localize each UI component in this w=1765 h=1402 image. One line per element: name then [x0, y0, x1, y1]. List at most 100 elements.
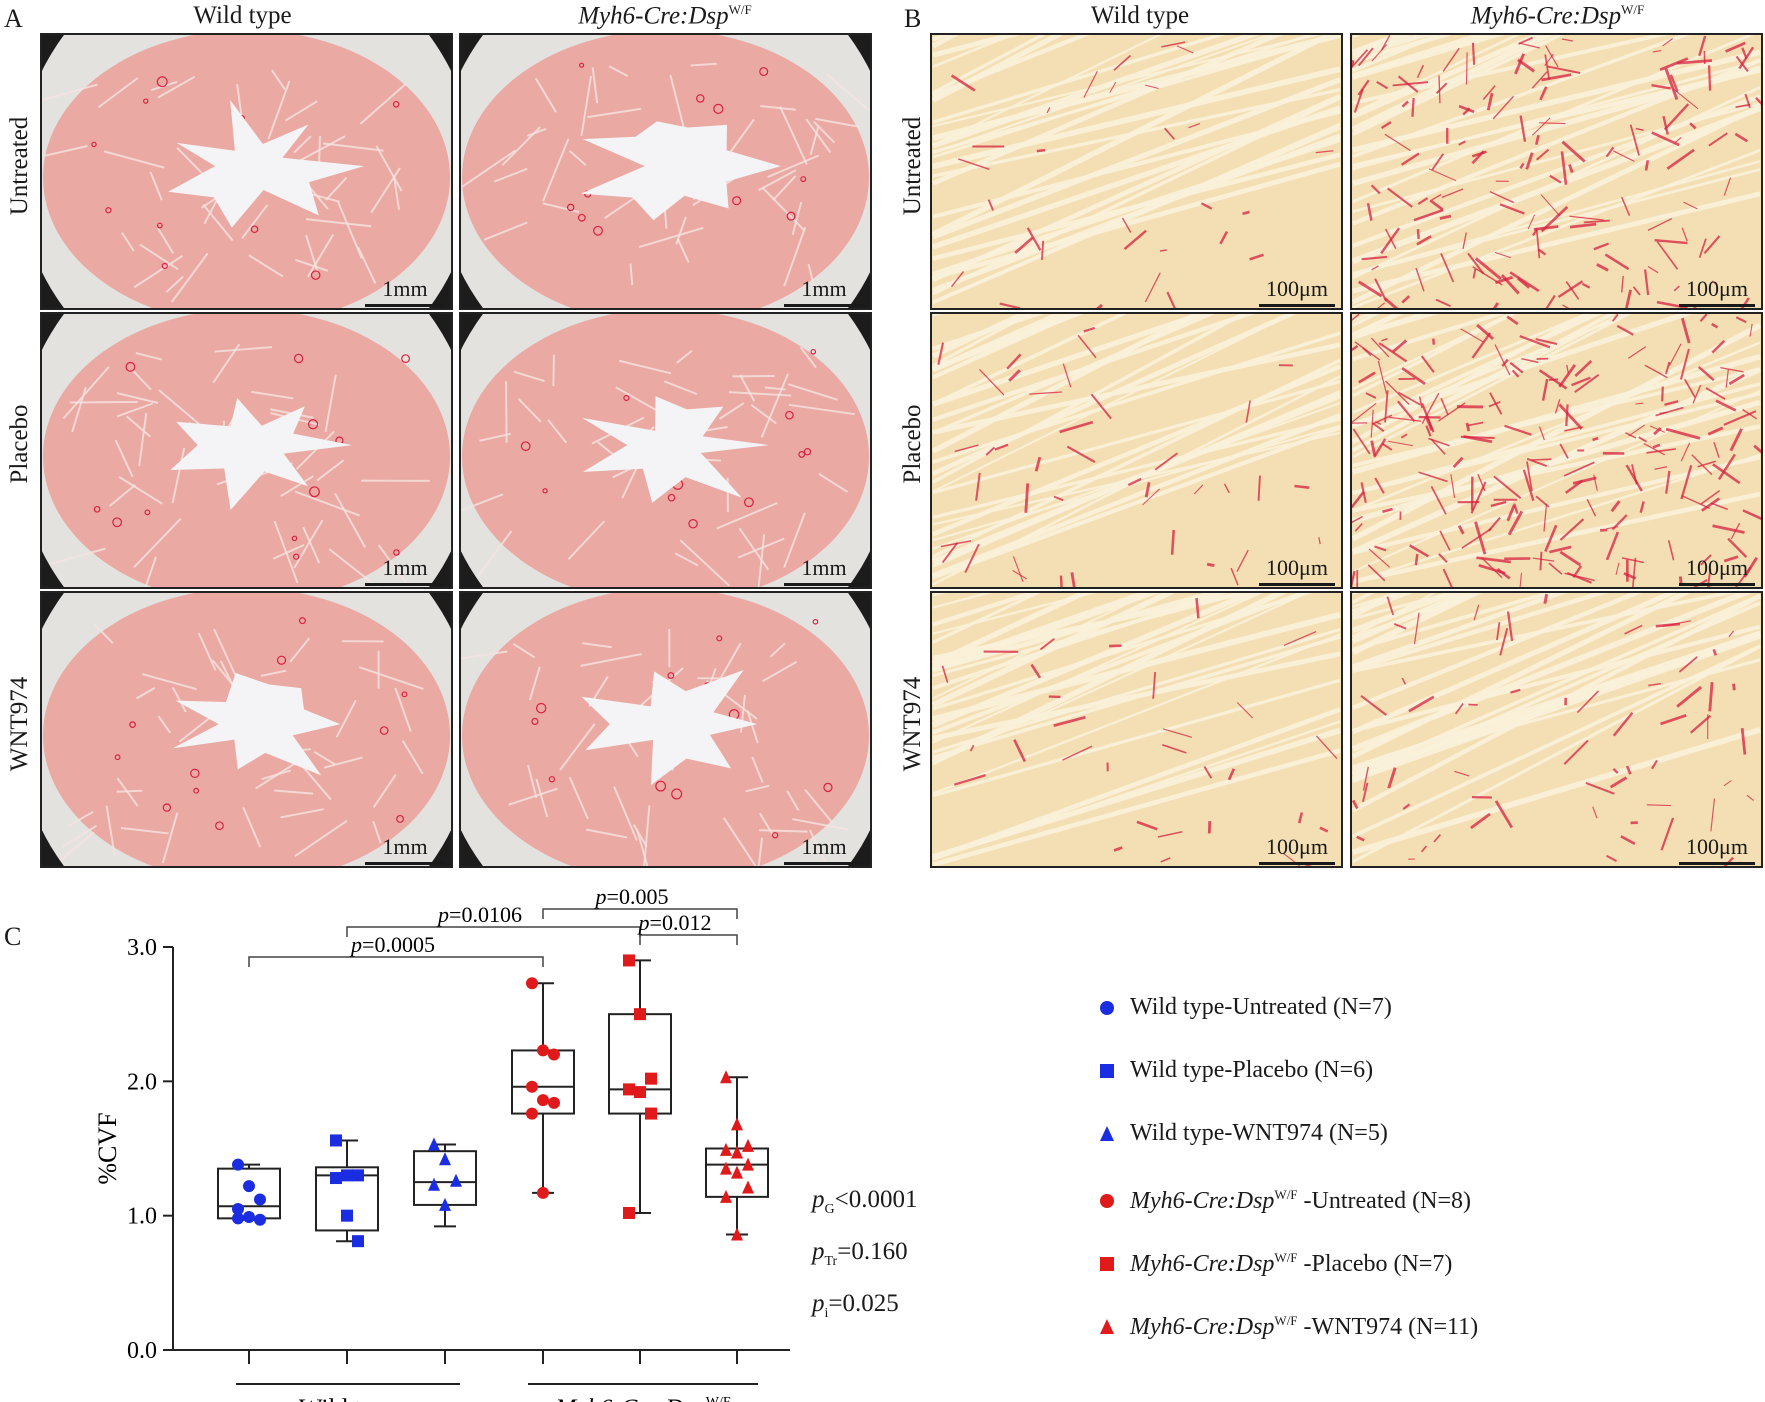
group-label: Myh6-Cre:DspW/F [554, 1395, 731, 1402]
data-point [548, 1048, 560, 1061]
micrograph-b-wt-wnt974 [930, 591, 1343, 868]
legend-label: Myh6-Cre:DspW/F -WNT974 (N=11) [1130, 1313, 1479, 1340]
legend-label: Wild type-Placebo (N=6) [1130, 1057, 1374, 1083]
panel-b-row-untreated: Untreated [899, 116, 926, 216]
panel-a-col-mutant: Myh6-Cre:DspW/F [578, 2, 752, 30]
micrograph-b-mut-untreated [1350, 33, 1763, 310]
legend-marker [1100, 1194, 1114, 1208]
data-point [623, 1083, 635, 1096]
data-point [720, 1189, 732, 1203]
data-point [742, 1138, 754, 1152]
y-tick-label: 1.0 [127, 1204, 157, 1230]
scale-bar-1mm: 1mm [784, 276, 864, 307]
data-point [243, 1180, 255, 1193]
scale-bar-1mm: 1mm [365, 834, 445, 865]
panel-b-col-wildtype: Wild type [1090, 2, 1190, 29]
legend-marker [1100, 1000, 1114, 1015]
micrograph-a-mut-placebo [459, 312, 872, 589]
panel-b-letter: B [904, 4, 922, 33]
scale-bar-100um: 100μm [1259, 276, 1335, 307]
data-point [341, 1169, 353, 1182]
scale-bar-100um: 100μm [1679, 834, 1755, 865]
legend-entry: Wild type-Placebo (N=6) [1096, 1057, 1373, 1084]
box-3 [511, 982, 575, 1194]
micrograph-a-wt-untreated [40, 33, 453, 310]
data-point [645, 1072, 657, 1085]
stat-p-interaction: pi=0.025 [812, 1290, 899, 1321]
legend-label: Wild type-WNT974 (N=5) [1130, 1120, 1388, 1146]
data-point [439, 1197, 451, 1211]
significance-bracket: p=0.0106 [346, 902, 641, 937]
y-tick-label: 2.0 [127, 1069, 157, 1095]
panel-b-row-placebo: Placebo [899, 404, 926, 484]
micrograph-a-mut-untreated [459, 33, 872, 310]
data-point [450, 1173, 462, 1187]
data-point [731, 1145, 743, 1159]
legend-entry: Wild type-WNT974 (N=5) [1096, 1120, 1388, 1147]
panel-c-letter: C [4, 922, 22, 951]
p-value-label: p=0.012 [637, 910, 712, 935]
significance-bracket: p=0.012 [637, 910, 738, 945]
micrograph-b-mut-wnt974 [1350, 591, 1763, 868]
stat-p-group: pG<0.0001 [812, 1186, 918, 1217]
panel-b-row-wnt974: WNT974 [899, 676, 926, 772]
data-point [731, 1227, 743, 1241]
box-1 [315, 1139, 379, 1243]
micrograph-b-mut-placebo [1350, 312, 1763, 589]
panel-a-letter: A [4, 4, 23, 33]
data-point [243, 1211, 255, 1224]
panel-a-row-untreated: Untreated [6, 116, 33, 216]
data-point [634, 1086, 646, 1099]
legend-entry: Wild type-Untreated (N=7) [1096, 994, 1392, 1021]
data-point [526, 977, 538, 990]
data-point [731, 1117, 743, 1131]
data-point [352, 1169, 364, 1182]
data-point [341, 1209, 353, 1222]
p-value-label: p=0.0106 [436, 902, 522, 927]
legend-entry: Myh6-Cre:DspW/F -WNT974 (N=11) [1096, 1313, 1478, 1341]
panel-a-row-wnt974: WNT974 [6, 676, 33, 772]
data-point [352, 1235, 364, 1248]
data-point [537, 1186, 549, 1199]
data-point [254, 1213, 266, 1226]
micrograph-b-wt-untreated [930, 33, 1343, 310]
data-point [526, 1107, 538, 1120]
data-point [526, 1080, 538, 1093]
data-point [742, 1180, 754, 1194]
panel-b-col-mutant: Myh6-Cre:DspW/F [1470, 2, 1645, 30]
legend-label: Myh6-Cre:DspW/F -Untreated (N=8) [1130, 1187, 1472, 1214]
legend-marker [1100, 1063, 1114, 1078]
box-4 [608, 959, 672, 1214]
micrograph-a-mut-wnt974 [459, 591, 872, 868]
scale-bar-100um: 100μm [1679, 555, 1755, 586]
scale-bar-100um: 100μm [1259, 555, 1335, 586]
micrograph-b-wt-placebo [930, 312, 1343, 589]
p-value-label: p=0.005 [594, 884, 669, 909]
panel-a-row-placebo: Placebo [6, 404, 33, 484]
data-point [428, 1137, 440, 1151]
data-point [720, 1070, 732, 1084]
legend-entry: Myh6-Cre:DspW/F -Placebo (N=7) [1096, 1250, 1452, 1278]
data-point [720, 1161, 732, 1175]
data-point [428, 1177, 440, 1191]
data-point [537, 1094, 549, 1107]
data-point [232, 1202, 244, 1215]
significance-bracket: p=0.005 [542, 884, 738, 919]
data-point [439, 1152, 451, 1166]
scale-bar-1mm: 1mm [365, 276, 445, 307]
data-point [537, 1044, 549, 1057]
data-point [623, 954, 635, 967]
data-point [254, 1193, 266, 1206]
data-point [634, 1008, 646, 1021]
data-point [731, 1165, 743, 1179]
data-point [232, 1212, 244, 1225]
legend-marker [1100, 1257, 1114, 1271]
stat-p-treatment: pTr=0.160 [812, 1238, 908, 1269]
data-point [720, 1142, 732, 1156]
data-point [330, 1172, 342, 1185]
y-axis-label: %CVF [93, 1112, 122, 1184]
micrograph-a-wt-wnt974 [40, 591, 453, 868]
legend-entry: Myh6-Cre:DspW/F -Untreated (N=8) [1096, 1187, 1471, 1215]
legend-label: Wild type-Untreated (N=7) [1130, 994, 1392, 1020]
p-value-label: p=0.0005 [349, 932, 435, 957]
